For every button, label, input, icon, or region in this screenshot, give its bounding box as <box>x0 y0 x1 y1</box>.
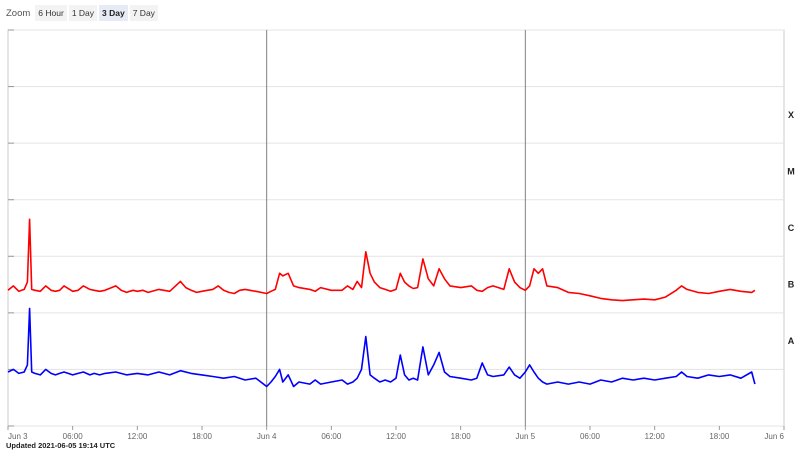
updated-timestamp: Updated 2021-06-05 19:14 UTC <box>6 441 116 450</box>
flare-class-label: C <box>788 223 795 233</box>
zoom-7-day-button[interactable]: 7 Day <box>129 5 158 21</box>
x-tick-label: Jun 6 <box>764 432 784 441</box>
x-tick-label: Jun 5 <box>516 432 536 441</box>
x-tick-label: 06:00 <box>63 432 84 441</box>
x-tick-label: 18:00 <box>451 432 472 441</box>
zoom-6-hour-button[interactable]: 6 Hour <box>35 5 67 21</box>
flare-class-label: M <box>787 166 795 176</box>
x-tick-label: 06:00 <box>580 432 601 441</box>
zoom-3-day-button[interactable]: 3 Day <box>99 5 128 21</box>
x-axis-ticks: Jun 3 06:00 12:00 18:00 Jun 4 06:00 12:00 18:00… <box>7 426 785 441</box>
x-tick-label: 06:00 <box>321 432 342 441</box>
plot-area <box>7 29 785 427</box>
short-wavelength-flux-line <box>7 307 756 388</box>
flare-class-label: A <box>788 336 795 346</box>
zoom-1-day-button[interactable]: 1 Day <box>68 5 98 21</box>
flare-class-label: B <box>788 280 795 290</box>
flare-class-label: X <box>788 110 794 120</box>
chart-grid <box>7 29 785 427</box>
x-tick-label: 12:00 <box>645 432 666 441</box>
x-tick-label: Jun 4 <box>257 432 277 441</box>
x-tick-label: 18:00 <box>709 432 730 441</box>
x-tick-label: Jun 3 <box>8 432 28 441</box>
zoom-label: Zoom <box>6 7 31 19</box>
x-tick-label: 12:00 <box>127 432 148 441</box>
x-tick-label: 18:00 <box>192 432 213 441</box>
x-tick-label: 12:00 <box>386 432 407 441</box>
zoom-bar: Zoom 6 Hour 1 Day 3 Day 7 Day <box>6 4 158 22</box>
chart-series <box>7 218 756 388</box>
flare-class-labels: A B C M X <box>787 110 795 346</box>
long-wavelength-flux-line <box>7 218 756 302</box>
